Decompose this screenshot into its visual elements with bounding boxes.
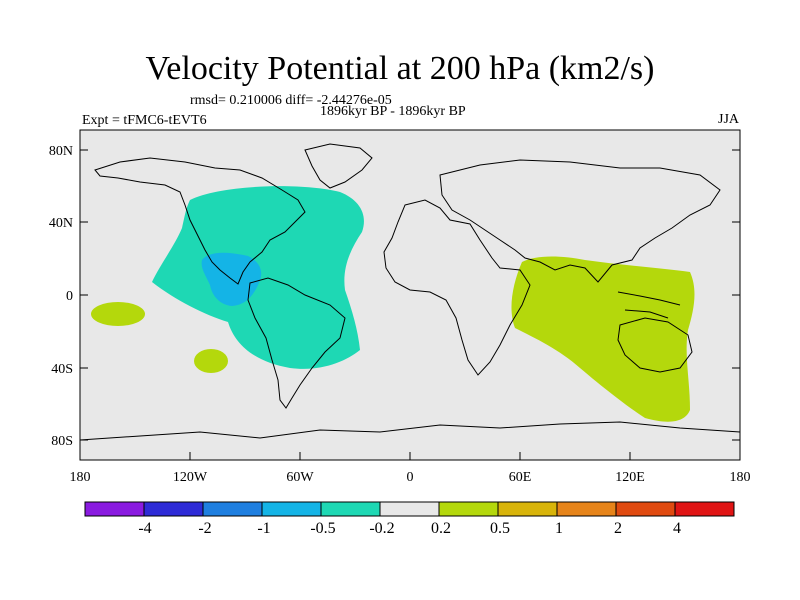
- colorbar-box-2: [143, 501, 204, 517]
- coast-australia: [617, 317, 693, 373]
- lat-label-0: 0: [66, 289, 73, 304]
- map-title: Velocity Potential at 200 hPa (km2/s): [145, 50, 655, 87]
- colorbar-label-7: 0.5: [490, 520, 510, 537]
- colorbar: [84, 501, 735, 517]
- coastlines: [79, 143, 741, 441]
- lat-label-40s: 40S: [51, 362, 73, 377]
- colorbar-label-3: -1: [257, 520, 271, 537]
- coast-north-america: [94, 157, 306, 285]
- lat-ticks: [80, 149, 740, 441]
- colorbar-label-6: 0.2: [431, 520, 451, 537]
- colorbar-box-9: [556, 501, 617, 517]
- colorbar-label-5: -0.2: [369, 520, 395, 537]
- colorbar-box-8: [497, 501, 558, 517]
- colorbar-box-5: [320, 501, 381, 517]
- coast-greenland: [304, 143, 373, 189]
- contour-fill-pos-blob-2: [194, 349, 228, 373]
- lon-ticks: [79, 452, 741, 460]
- colorbar-box-4: [261, 501, 322, 517]
- contour-fill-pos-blob-1: [91, 302, 145, 326]
- colorbar-label-9: 2: [614, 520, 622, 537]
- colorbar-label-2: -2: [198, 520, 212, 537]
- lon-label-180w: 180: [70, 470, 91, 485]
- stats-label: rmsd= 0.210006 diff= -2.44276e-05: [190, 93, 392, 108]
- colorbar-label-8: 1: [555, 520, 563, 537]
- lat-label-40n: 40N: [49, 216, 73, 231]
- coast-antarctica: [79, 421, 741, 441]
- coast-south-america: [247, 277, 346, 409]
- period-label: 1896kyr BP - 1896kyr BP: [320, 104, 466, 119]
- lon-label-180e: 180: [730, 470, 751, 485]
- lon-label-60e: 60E: [509, 470, 532, 485]
- experiment-label: Expt = tFMC6-tEVT6: [82, 113, 207, 128]
- lon-label-120w: 120W: [173, 470, 208, 485]
- lat-label-80n: 80N: [49, 144, 73, 159]
- coast-indonesia: [617, 291, 681, 319]
- coast-asia: [439, 159, 721, 283]
- colorbar-box-10: [615, 501, 676, 517]
- colorbar-box-7: [438, 501, 499, 517]
- colorbar-label-10: 4: [673, 520, 681, 537]
- lon-label-0: 0: [407, 470, 414, 485]
- colorbar-label-4: -0.5: [310, 520, 336, 537]
- lon-label-60w: 60W: [286, 470, 314, 485]
- lat-label-80s: 80S: [51, 434, 73, 449]
- season-label: JJA: [718, 112, 740, 127]
- colorbar-box-11: [674, 501, 735, 517]
- colorbar-box-1: [84, 501, 145, 517]
- colorbar-box-3: [202, 501, 263, 517]
- coast-europe-africa: [383, 199, 531, 376]
- lon-label-120e: 120E: [615, 470, 645, 485]
- colorbar-label-1: -4: [138, 520, 152, 537]
- colorbar-box-6: [379, 501, 440, 517]
